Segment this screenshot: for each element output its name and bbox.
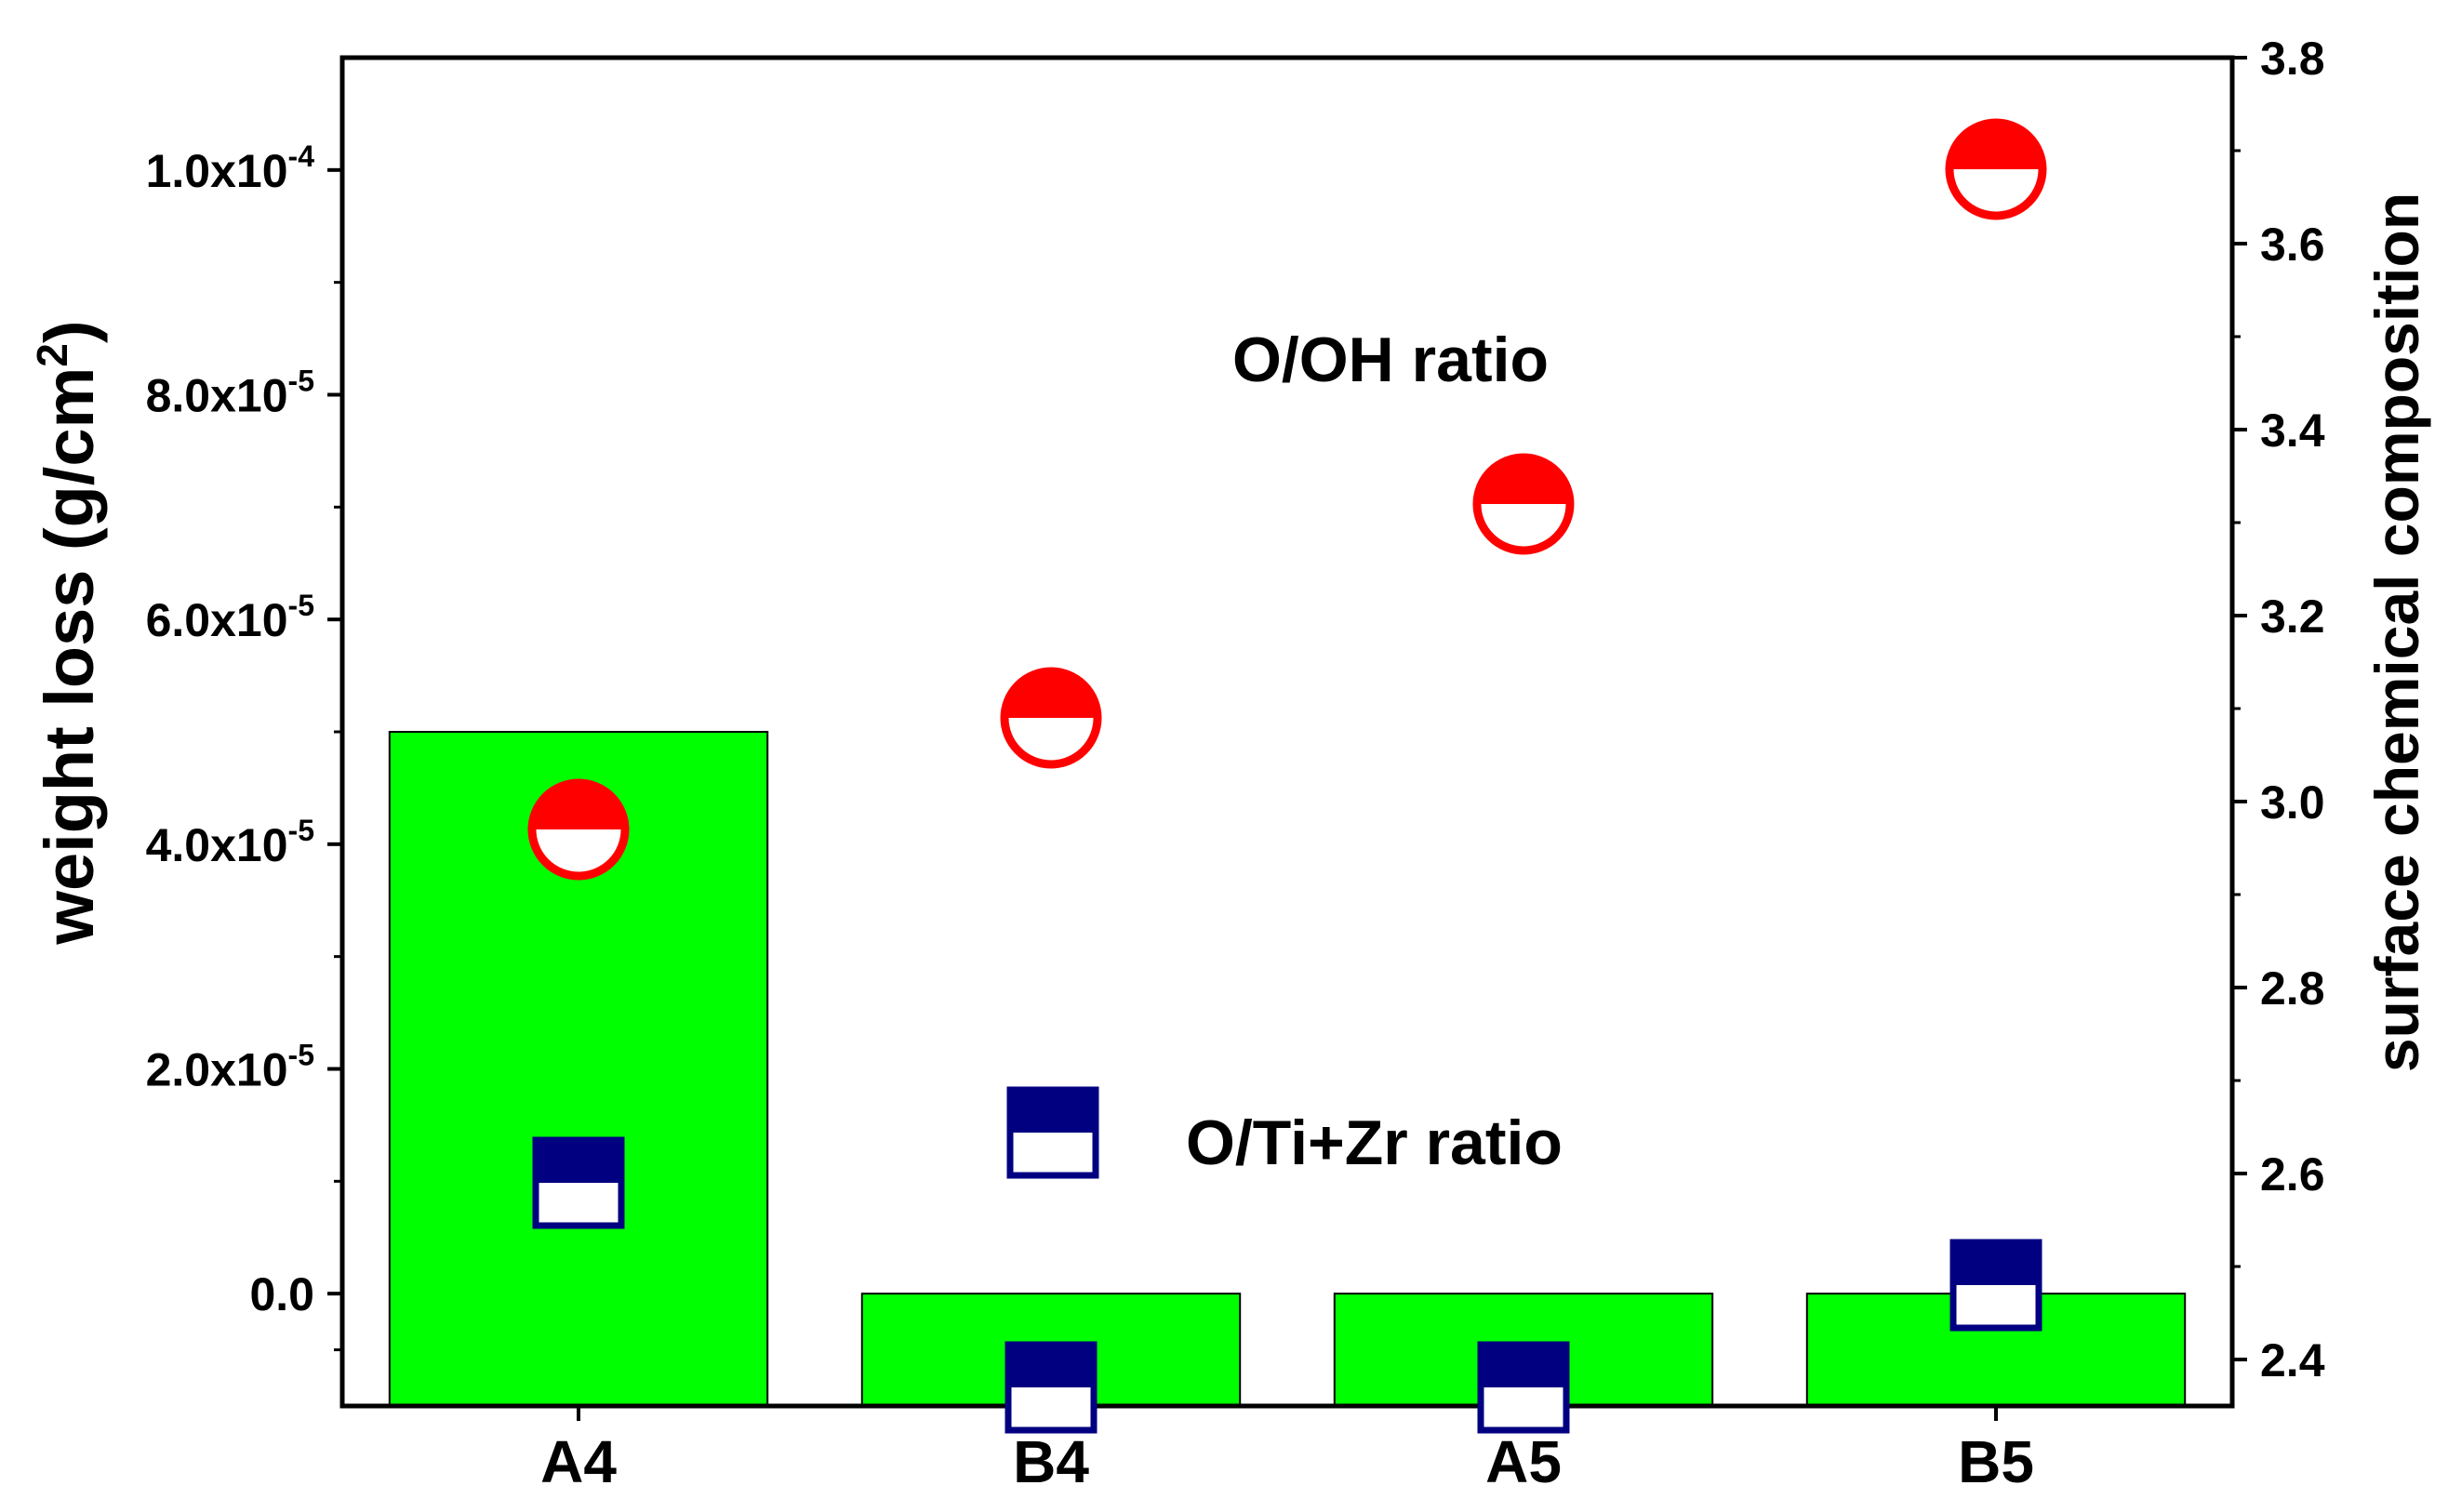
- x-tick-label-a5: A5: [1485, 1428, 1562, 1495]
- annotation-o-ti-zr-ratio: O/Ti+Zr ratio: [1186, 1107, 1563, 1178]
- x-tick-label-b5: B5: [1958, 1428, 2034, 1495]
- left-tick-label: 8.0x10-5: [146, 365, 314, 422]
- o-oh-ratio-point-b5-fill: [1949, 123, 2042, 169]
- o-ti-zr-ratio-point-b5: [1949, 1239, 2042, 1332]
- o-ti-zr-ratio-point-b4: [1004, 1341, 1098, 1434]
- o-oh-ratio-point-a4: [527, 778, 630, 881]
- x-tick-label-a4: A4: [540, 1428, 617, 1495]
- o-oh-ratio-point-b4-fill: [1004, 671, 1098, 718]
- points-layer: [527, 118, 2047, 1434]
- legend-marker-o-ti-zr-ratio: [1006, 1086, 1099, 1179]
- left-tick-label: 0.0: [249, 1268, 314, 1320]
- o-oh-ratio-point-a5: [1472, 453, 1575, 555]
- left-axis-title-sup: 2: [28, 343, 76, 367]
- bars-layer: [388, 731, 2187, 1407]
- o-ti-zr-ratio-point-a5-fill: [1481, 1345, 1566, 1387]
- right-tick-label: 2.6: [2260, 1148, 2325, 1200]
- right-tick-label: 2.4: [2260, 1334, 2325, 1386]
- o-ti-zr-ratio-point-a4: [532, 1136, 625, 1229]
- o-ti-zr-ratio-point-b5-fill: [1953, 1242, 2039, 1285]
- right-axis-title: surface chemical composition: [2362, 192, 2431, 1072]
- left-tick-label: 2.0x10-5: [146, 1039, 314, 1096]
- o-oh-ratio-point-b5: [1945, 118, 2047, 220]
- o-oh-ratio-point-a4-fill: [532, 783, 625, 829]
- left-axis-title-main: weight loss (g/cm: [31, 367, 108, 946]
- right-tick-label: 3.0: [2260, 776, 2325, 829]
- o-oh-ratio-point-a5-fill: [1477, 458, 1570, 504]
- left-tick-label: 1.0x10-4: [146, 139, 315, 197]
- left-axis-title: weight loss (g/cm2): [28, 320, 108, 945]
- left-tick-label: 4.0x10-5: [146, 814, 314, 871]
- left-axis: 0.0 2.0x10-5 4.0x10-5 6.0x10-5 8.0x10-5 1.0x1…: [146, 139, 342, 1352]
- o-ti-zr-ratio-point-a5: [1477, 1341, 1570, 1434]
- right-tick-label: 3.4: [2260, 405, 2325, 457]
- right-tick-label: 3.8: [2260, 33, 2325, 85]
- o-ti-zr-ratio-point-b4-fill: [1008, 1345, 1094, 1387]
- o-oh-ratio-point-b4: [1000, 667, 1102, 769]
- right-axis: 2.4 2.6 2.8 3.0 3.2 3.4 3.6 3.8: [2232, 33, 2325, 1386]
- right-tick-label: 3.2: [2260, 590, 2325, 643]
- x-tick-label-b4: B4: [1013, 1428, 1089, 1495]
- x-axis: A4 B4 A5 B5: [540, 1406, 2034, 1495]
- left-axis-title-tail: ): [31, 320, 108, 343]
- o-ti-zr-ratio-point-a4-fill: [536, 1140, 621, 1183]
- annotation-o-oh-ratio: O/OH ratio: [1232, 325, 1549, 395]
- right-tick-label: 2.8: [2260, 962, 2325, 1015]
- left-tick-label: 6.0x10-5: [146, 589, 314, 646]
- legend-marker-o-ti-zr-ratio-fill: [1010, 1090, 1096, 1133]
- right-tick-label: 3.6: [2260, 219, 2325, 271]
